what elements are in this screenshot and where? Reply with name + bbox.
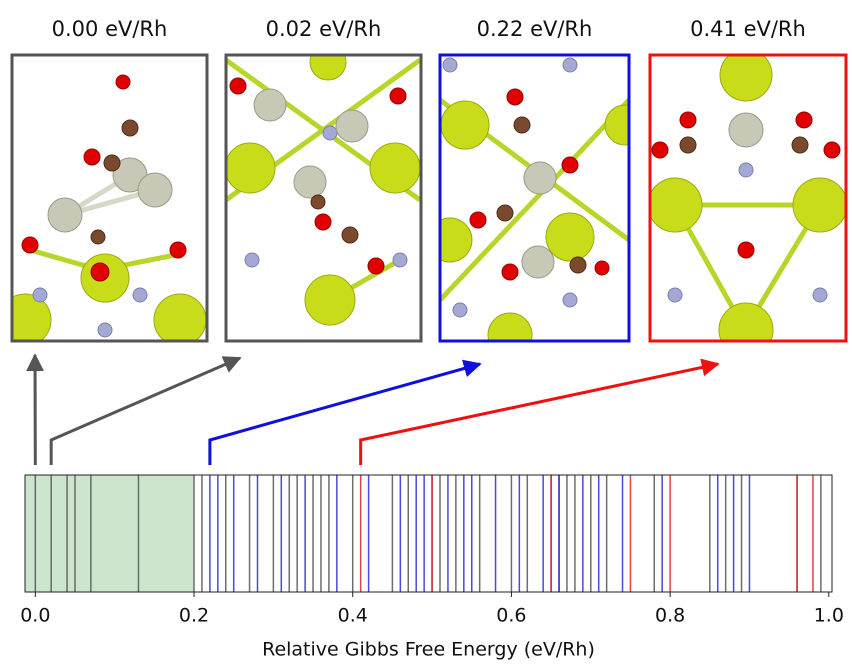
chart: 0.0 0.2 0.4 0.6 0.8 1.0 Relative Gibbs Free En…	[0, 0, 852, 665]
panel-label: 0.02 eV/Rh	[266, 17, 382, 41]
structure-image	[428, 58, 645, 357]
arrow	[361, 364, 718, 465]
panel-label: 0.00 eV/Rh	[52, 17, 168, 41]
x-tick-label: 0.8	[655, 605, 685, 627]
structure-image	[225, 44, 420, 325]
panel-label: 0.41 eV/Rh	[690, 17, 806, 41]
x-axis-label: Relative Gibbs Free Energy (eV/Rh)	[262, 639, 595, 661]
x-tick-label: 0.0	[20, 605, 50, 627]
shaded-region	[25, 475, 194, 592]
x-tick-label: 0.4	[338, 605, 368, 627]
panel-label: 0.22 eV/Rh	[477, 17, 593, 41]
structure-image	[648, 49, 847, 357]
arrow	[51, 358, 240, 465]
x-tick-label: 0.6	[496, 605, 526, 627]
x-tick-label: 0.2	[179, 605, 209, 627]
structure-image	[0, 75, 206, 346]
arrow	[210, 364, 480, 465]
x-tick-label: 1.0	[814, 605, 844, 627]
